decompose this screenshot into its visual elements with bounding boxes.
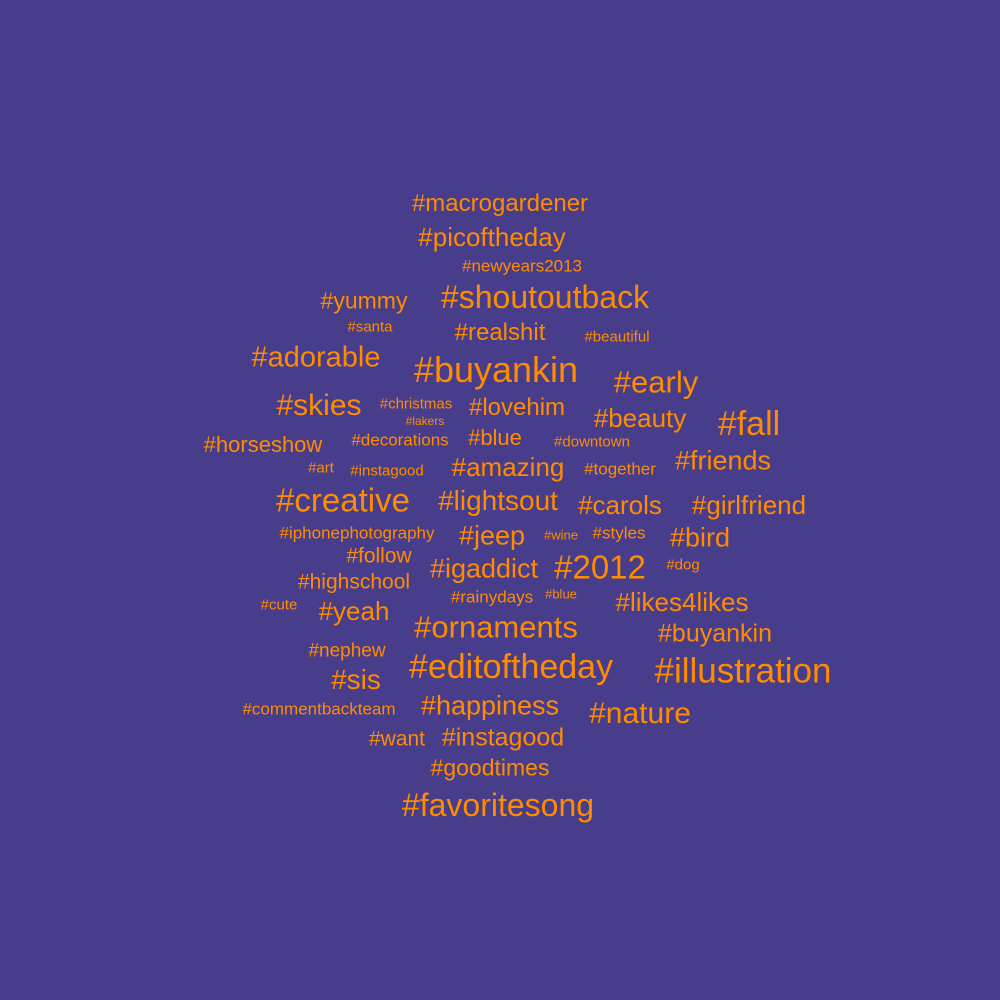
word-macrogardener: #macrogardener	[411, 190, 589, 217]
word-cute: #cute	[260, 596, 298, 614]
word-instagood-large: #instagood	[441, 723, 565, 752]
word-horseshow: #horseshow	[203, 432, 323, 457]
word-art: #art	[308, 459, 334, 477]
word-shoutoutback: #shoutoutback	[440, 279, 650, 315]
word-jeep: #jeep	[458, 520, 526, 551]
word-rainydays: #rainydays	[450, 587, 534, 607]
word-buyankin-small: #buyankin	[658, 619, 772, 648]
word-goodtimes: #goodtimes	[430, 754, 550, 781]
word-iphonephotography: #iphonephotography	[279, 523, 435, 543]
word-creative: #creative	[276, 481, 410, 519]
word-favoritesong: #favoritesong	[401, 787, 595, 823]
word-editoftheday: #editoftheday	[408, 648, 614, 686]
word-instagood: #instagood	[350, 462, 424, 480]
word-dog: #dog	[666, 556, 700, 574]
word-want: #want	[368, 727, 426, 751]
word-newyears2013: #newyears2013	[461, 256, 583, 276]
word-likes4likes: #likes4likes	[615, 587, 749, 617]
word-beautiful: #beautiful	[584, 328, 650, 346]
word-follow: #follow	[346, 544, 412, 568]
word-beauty: #beauty	[593, 403, 687, 433]
word-sis: #sis	[331, 664, 381, 695]
word-friends: #friends	[674, 445, 772, 476]
word-picoftheday: #picoftheday	[418, 222, 566, 252]
word-nature: #nature	[589, 697, 691, 730]
word-carols: #carols	[578, 490, 662, 520]
word-skies: #skies	[276, 389, 362, 422]
word-early: #early	[613, 364, 699, 400]
word-girlfriend: #girlfriend	[691, 490, 807, 520]
word-lovehim: #lovehim	[468, 394, 566, 421]
word-realshit: #realshit	[454, 319, 546, 346]
word-buyankin: #buyankin	[413, 349, 579, 390]
word-christmas: #christmas	[379, 395, 453, 413]
word-lakers: #lakers	[405, 414, 445, 428]
word-happiness: #happiness	[420, 690, 560, 721]
word-highschool: #highschool	[297, 570, 411, 594]
word-adorable: #adorable	[251, 341, 381, 374]
word-ornaments: #ornaments	[414, 609, 578, 645]
word-2012: #2012	[554, 548, 646, 586]
word-blue: #blue	[468, 425, 522, 450]
word-amazing: #amazing	[451, 452, 565, 482]
word-nephew: #nephew	[308, 640, 386, 662]
word-blue-small: #blue	[545, 586, 577, 602]
word-together: #together	[584, 459, 656, 479]
word-styles: #styles	[592, 523, 646, 543]
word-fall: #fall	[717, 405, 781, 443]
word-commentbackteam: #commentbackteam	[242, 699, 396, 719]
word-wine: #wine	[544, 527, 578, 543]
word-yeah: #yeah	[318, 596, 390, 626]
word-igaddict: #igaddict	[429, 553, 539, 584]
word-yummy: #yummy	[320, 287, 408, 314]
word-downtown: #downtown	[554, 433, 630, 451]
word-santa: #santa	[347, 318, 393, 336]
word-illustration: #illustration	[654, 651, 832, 691]
word-bird: #bird	[669, 522, 731, 553]
word-lightsout: #lightsout	[438, 485, 558, 516]
word-decorations: #decorations	[351, 430, 449, 450]
